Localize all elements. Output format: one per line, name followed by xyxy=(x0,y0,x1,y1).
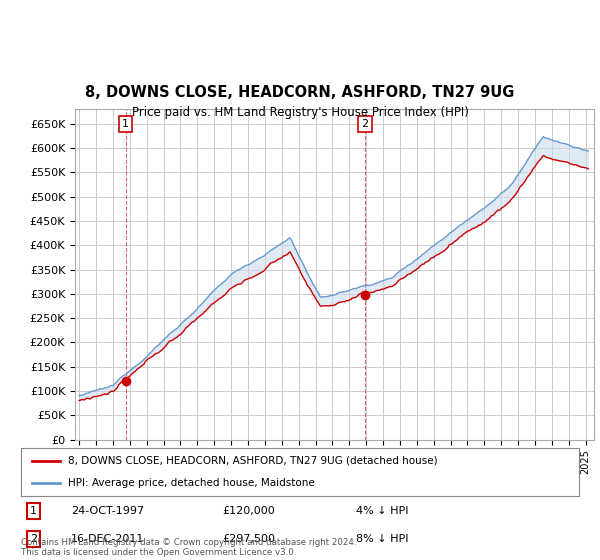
Text: HPI: Average price, detached house, Maidstone: HPI: Average price, detached house, Maid… xyxy=(68,478,315,488)
Text: 2: 2 xyxy=(361,119,368,129)
Text: 1: 1 xyxy=(122,119,129,129)
Text: Price paid vs. HM Land Registry's House Price Index (HPI): Price paid vs. HM Land Registry's House … xyxy=(131,106,469,119)
Text: £120,000: £120,000 xyxy=(222,506,275,516)
Text: £297,500: £297,500 xyxy=(222,534,275,544)
Text: 4% ↓ HPI: 4% ↓ HPI xyxy=(356,506,409,516)
Text: 8, DOWNS CLOSE, HEADCORN, ASHFORD, TN27 9UG (detached house): 8, DOWNS CLOSE, HEADCORN, ASHFORD, TN27 … xyxy=(68,456,438,466)
Text: 8% ↓ HPI: 8% ↓ HPI xyxy=(356,534,409,544)
Text: 16-DEC-2011: 16-DEC-2011 xyxy=(71,534,145,544)
Text: 8, DOWNS CLOSE, HEADCORN, ASHFORD, TN27 9UG: 8, DOWNS CLOSE, HEADCORN, ASHFORD, TN27 … xyxy=(85,85,515,100)
Text: 2: 2 xyxy=(30,534,37,544)
Text: 1: 1 xyxy=(30,506,37,516)
Text: Contains HM Land Registry data © Crown copyright and database right 2024.
This d: Contains HM Land Registry data © Crown c… xyxy=(21,538,356,557)
Text: 24-OCT-1997: 24-OCT-1997 xyxy=(71,506,145,516)
